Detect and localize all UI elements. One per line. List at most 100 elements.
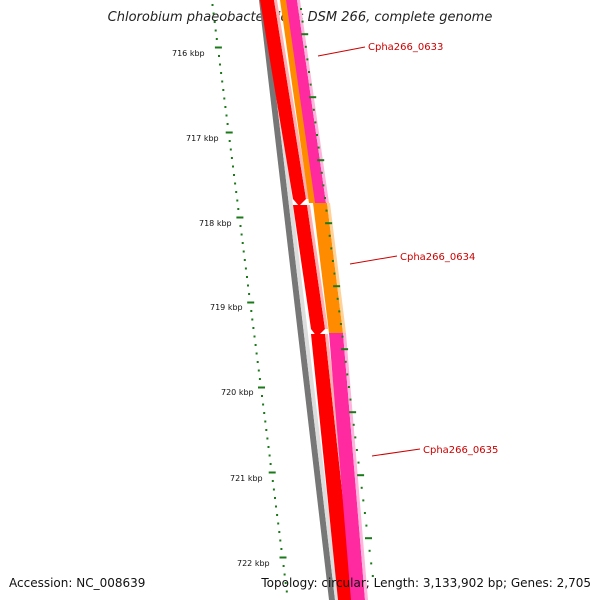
ruler-minor-tick (241, 242, 244, 244)
ruler-minor-tick (221, 80, 224, 83)
ruler-minor-tick (253, 335, 256, 338)
ruler-label-719: 719 kbp (210, 303, 243, 312)
outer-tick (357, 461, 360, 464)
ruler-minor-tick (264, 420, 267, 423)
ruler-minor-tick (213, 21, 216, 23)
ruler-minor-tick (272, 488, 275, 491)
outer-tick (300, 8, 302, 10)
gene-label-leader-0633 (317, 46, 366, 57)
ruler-minor-tick (237, 208, 240, 210)
outer-tick (301, 33, 309, 36)
outer-tick (325, 222, 333, 225)
ruler-minor-tick (214, 29, 217, 32)
outer-tick (368, 549, 371, 552)
outer-tick (317, 159, 325, 162)
outer-tick (349, 398, 352, 401)
ruler-minor-tick (225, 114, 228, 117)
outer-tick (331, 260, 334, 262)
outer-tick (304, 45, 307, 48)
ruler-minor-tick (268, 454, 271, 457)
red-gene-segment-3 (311, 334, 354, 600)
ruler-minor-tick (224, 106, 227, 108)
outer-tick (363, 512, 366, 514)
ruler-minor-tick (252, 327, 255, 329)
outer-tick (336, 297, 339, 300)
outer-tick (308, 71, 310, 73)
outer-tick (306, 58, 309, 61)
ruler-minor-tick (230, 157, 233, 159)
ruler-minor-tick (285, 590, 288, 593)
outer-tick (365, 537, 372, 540)
outer-tick (312, 108, 315, 111)
ruler-major-tick (279, 556, 287, 559)
ruler-minor-tick (235, 191, 238, 193)
ruler-minor-tick (246, 276, 248, 278)
ruler-minor-tick (222, 89, 225, 91)
ruler-minor-tick (271, 480, 274, 482)
ruler-minor-tick (267, 446, 270, 448)
outer-tick (341, 348, 349, 351)
outer-tick (362, 499, 365, 502)
ruler-minor-tick (234, 182, 237, 185)
gene-label-cpha266-0633: Cpha266_0633 (368, 42, 443, 53)
red-gene-segment-1-highlight (274, 0, 309, 199)
ruler-minor-tick (247, 284, 249, 287)
outer-tick (316, 134, 318, 136)
outer-tick (333, 272, 336, 275)
ruler-minor-tick (257, 369, 260, 372)
ruler-label-716: 716 kbp (172, 49, 205, 58)
outer-tick (328, 234, 331, 237)
outer-tick (309, 96, 317, 99)
outer-tick (341, 335, 344, 338)
ruler-minor-tick (256, 361, 259, 363)
outer-tick (354, 436, 357, 439)
ruler-minor-tick (284, 582, 287, 584)
ruler-major-tick (247, 301, 255, 304)
ruler-minor-tick (280, 548, 283, 550)
ruler-minor-tick (248, 293, 251, 295)
ruler-minor-tick (236, 199, 239, 202)
gene-cpha266-0633-highlight (297, 0, 329, 203)
red-gene-segment-2-highlight (307, 205, 328, 329)
ruler-minor-tick (279, 539, 282, 542)
ruler-minor-tick (211, 4, 214, 6)
gene-cpha266-0634-highlight (327, 203, 346, 333)
gene-cpha266-0635-highlight (343, 333, 368, 600)
outer-tick (330, 247, 333, 250)
outer-tick (352, 423, 355, 426)
outer-tick (349, 411, 357, 414)
ruler-minor-tick (226, 123, 229, 125)
outer-tick (338, 310, 341, 313)
outer-tick (314, 121, 317, 124)
outer-tick (325, 209, 328, 212)
ruler-minor-tick (278, 531, 281, 533)
ruler-minor-tick (215, 38, 218, 40)
ruler-minor-tick (242, 250, 245, 253)
ruler-minor-tick (223, 97, 226, 100)
ruler-minor-tick (220, 72, 223, 74)
outer-tick (365, 524, 368, 527)
ruler-minor-tick (244, 267, 247, 270)
ruler-minor-tick (228, 140, 231, 142)
ruler-major-tick (225, 131, 233, 134)
outer-tick (360, 486, 363, 489)
outer-tick (339, 323, 342, 325)
ruler-minor-tick (282, 565, 285, 567)
red-gene-segment-2 (293, 205, 325, 337)
ruler-major-tick (214, 46, 222, 49)
outer-tick (309, 83, 312, 86)
ruler-minor-tick (233, 174, 235, 176)
ruler-labels: 716 kbp 717 kbp 718 kbp 719 kbp 720 kbp … (172, 49, 270, 568)
outer-tick (333, 285, 341, 288)
outer-tick (346, 373, 349, 376)
outer-tick (322, 184, 325, 187)
gene-label-leader-0634 (349, 255, 398, 265)
outer-tick (355, 449, 358, 451)
ruler-minor-tick (239, 225, 242, 227)
ruler-minor-tick (261, 395, 263, 397)
ruler-minor-tick (254, 344, 257, 346)
ruler-minor-tick (266, 437, 269, 440)
ruler-minor-tick (263, 412, 266, 414)
